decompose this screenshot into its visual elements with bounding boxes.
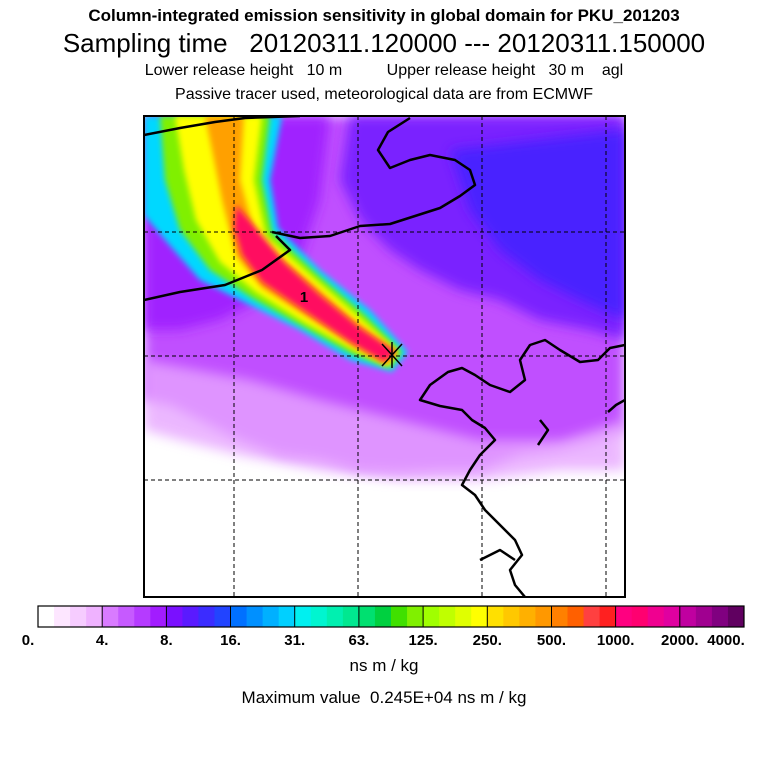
colorbar-cell <box>567 606 585 627</box>
light-violet-fringe <box>144 360 625 480</box>
coastline-peninsula <box>418 338 625 597</box>
release-height: Lower release height 10 m Upper release … <box>144 62 624 79</box>
colorbar-cell <box>150 606 167 627</box>
colorbar-cell <box>679 606 697 627</box>
colorbar-tick-label: 250. <box>472 632 502 649</box>
colorbar-tick-label: 4. <box>95 632 109 649</box>
colorbar-cell <box>599 606 617 627</box>
colorbar-tick-label: 63. <box>348 632 370 649</box>
colorbar-cell <box>166 606 183 627</box>
deep-blue-region <box>450 130 625 320</box>
coastline-east-island <box>607 398 625 413</box>
coastline-south <box>479 548 516 562</box>
colorbar-cell <box>535 606 552 627</box>
colorbar-cell <box>439 606 456 627</box>
colorbar-frame <box>37 605 745 628</box>
colorbar-cell <box>294 606 312 627</box>
colorbar-cell <box>663 606 681 627</box>
colorbar-cell <box>471 606 488 627</box>
colorbar-cell <box>551 606 568 627</box>
colorbar-cell <box>326 606 344 627</box>
colorbar-cell <box>487 606 504 627</box>
colorbar-cell <box>727 606 745 627</box>
colorbar-cell <box>695 606 713 627</box>
colorbar-cell <box>519 606 536 627</box>
colorbar-cell <box>358 606 376 627</box>
colorbar-tick-label: 8. <box>160 632 173 649</box>
colorbar-cell <box>342 606 360 627</box>
colorbar-tick-label: 16. <box>220 632 241 649</box>
colorbar-cell <box>262 606 280 627</box>
marker-label: 1 <box>300 289 308 306</box>
release-point-marker <box>381 342 403 368</box>
colorbar-tick-label: 1000. <box>596 632 635 649</box>
coastline-sea <box>536 419 550 446</box>
colorbar-tick-label: 31. <box>284 632 306 649</box>
colorbar-cell <box>503 606 520 627</box>
coastline-korea-north <box>271 116 477 240</box>
colorbar-cell <box>230 606 248 627</box>
colorbar-cell <box>54 606 71 627</box>
colorbar-tick-label: 500. <box>536 632 567 649</box>
plume-core <box>234 205 396 362</box>
coastlines <box>144 116 625 597</box>
graticule <box>144 116 625 597</box>
colorbar-cell <box>310 606 328 627</box>
colorbar-cell <box>615 606 633 627</box>
colorbar-tick-label: 125. <box>408 632 438 649</box>
colorbar-cell <box>118 606 135 627</box>
colorbar-cell <box>246 606 264 627</box>
colorbar-cell <box>278 606 296 627</box>
coastline-north <box>144 116 301 137</box>
colorbar-cell <box>198 606 215 627</box>
figure-title: Column-integrated emission sensitivity i… <box>88 6 680 25</box>
colorbar-tick-label: 4000. <box>707 632 745 649</box>
colorbar-cell <box>391 606 408 627</box>
colorbar-cell <box>38 606 55 627</box>
colorbar-cell <box>70 606 87 627</box>
colorbar-cell <box>455 606 472 627</box>
colorbar-cell <box>214 606 232 627</box>
sampling-time: Sampling time 20120311.120000 --- 201203… <box>62 28 706 58</box>
colorbar-cell <box>631 606 649 627</box>
colorbar-cell <box>647 606 665 627</box>
colorbar-cell <box>583 606 601 627</box>
colorbar-cell <box>182 606 199 627</box>
colorbar-tick-label: 0. <box>21 632 35 649</box>
maximum-value: Maximum value 0.245E+04 ns m / kg <box>241 688 527 707</box>
map-frame <box>143 115 626 598</box>
colorbar-cell <box>711 606 729 627</box>
tracer-note: Passive tracer used, meteorological data… <box>175 86 593 103</box>
colorbar-cell <box>407 606 424 627</box>
colorbar-cell <box>102 606 119 627</box>
colorbar-cell <box>134 606 151 627</box>
coastline-bay <box>144 235 292 302</box>
colorbar-cell <box>86 606 103 627</box>
colorbar-unit: ns m / kg <box>349 656 419 675</box>
colorbar-tick-label: 2000. <box>661 632 699 649</box>
colorbar-cell <box>423 606 440 627</box>
colorbar-cell <box>374 606 392 627</box>
